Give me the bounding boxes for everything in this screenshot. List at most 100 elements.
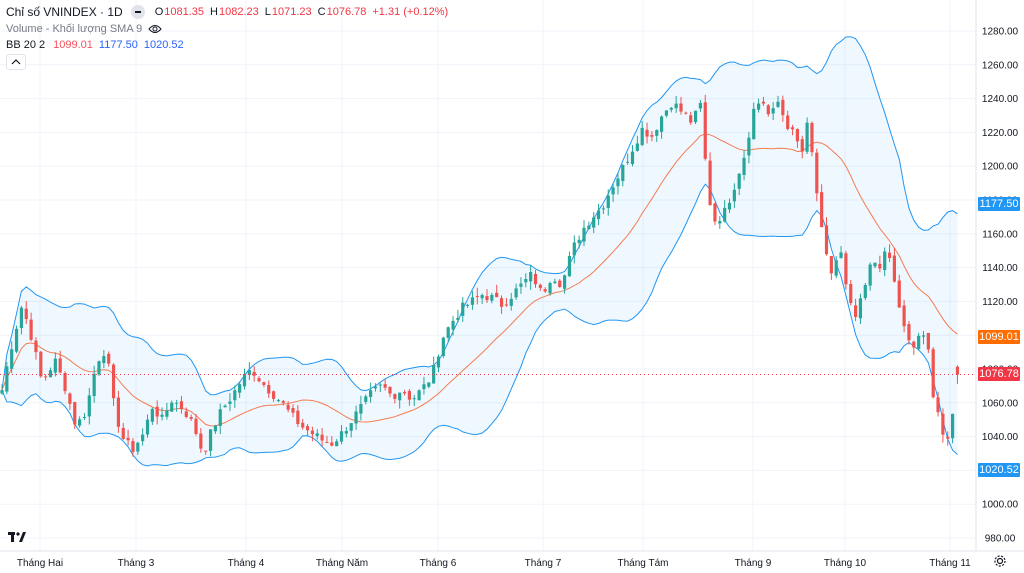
candle-body (330, 442, 334, 446)
collapse-legend-button[interactable] (6, 54, 26, 70)
candle-body (170, 402, 174, 412)
candle (165, 402, 169, 420)
candle-body (432, 364, 436, 384)
candle (854, 298, 858, 322)
candle (286, 401, 290, 413)
candle (650, 131, 654, 142)
candle-body (713, 203, 717, 222)
candle-body (577, 239, 581, 244)
candle-body (102, 356, 106, 364)
candle (917, 332, 921, 351)
candle-body (640, 127, 644, 145)
candle (432, 356, 436, 384)
candle (92, 365, 96, 403)
candle (703, 94, 707, 161)
candle-body (369, 390, 373, 397)
volume-legend[interactable]: Volume - Khối lượng SMA 9 (6, 22, 162, 36)
open-label: O (154, 6, 164, 18)
candle (111, 363, 116, 406)
settings-icon[interactable] (993, 554, 1007, 573)
candle-body (873, 262, 877, 267)
candle (674, 95, 678, 113)
candle (213, 424, 217, 434)
bb-fill (2, 36, 958, 466)
candle (592, 212, 596, 234)
candle-body (451, 320, 455, 330)
bb-label: BB 20 2 (6, 39, 46, 51)
candle-body (839, 252, 843, 258)
candle-body (781, 99, 785, 116)
candle-body (286, 404, 290, 410)
candle (727, 198, 732, 213)
candle-body (320, 434, 324, 441)
time-axis[interactable]: Tháng Hai Tháng 3 Tháng 4 Tháng Năm Tháng 6 T… (17, 558, 971, 569)
candle (14, 325, 19, 354)
candle (339, 425, 344, 445)
candle-body (150, 408, 154, 422)
candle-body (349, 423, 353, 431)
candle (519, 277, 523, 294)
candle (742, 149, 746, 181)
candle (446, 326, 450, 343)
candle (820, 184, 824, 228)
candle (926, 332, 930, 353)
high-value: 1082.23 (218, 6, 259, 18)
candle (844, 250, 848, 290)
candle (572, 235, 576, 264)
candle (892, 247, 896, 283)
candle-body (58, 358, 62, 373)
candle-body (126, 437, 130, 441)
minus-icon[interactable] (130, 5, 145, 19)
candle-body (417, 390, 421, 401)
bollinger-legend[interactable]: BB 20 2 1099.01 1177.50 1020.52 (6, 38, 184, 52)
candle-body (305, 426, 310, 431)
bollinger-bands (1, 36, 958, 467)
candle (97, 360, 101, 377)
candle (82, 412, 87, 421)
candle (107, 351, 111, 367)
candle-body (339, 431, 344, 442)
candle (887, 244, 892, 263)
candle (131, 438, 135, 457)
candle-body (757, 103, 761, 110)
candle (58, 350, 62, 374)
candle (577, 235, 581, 249)
candle-body (63, 373, 67, 392)
candle (238, 381, 242, 398)
candle (53, 352, 57, 377)
candle (48, 367, 53, 378)
candle (834, 256, 838, 279)
tradingview-logo[interactable] (8, 531, 26, 546)
candle (417, 389, 421, 401)
candle (267, 380, 271, 398)
candle-body (611, 187, 615, 195)
candle-body (213, 425, 217, 432)
candle (669, 106, 673, 113)
candle (276, 398, 281, 403)
candle (490, 292, 494, 304)
candle-body (868, 264, 872, 286)
candle (179, 396, 184, 414)
candle-body (383, 384, 387, 388)
candle-body (941, 413, 945, 435)
candle (509, 292, 513, 311)
candle-body (107, 353, 111, 364)
candle-body (73, 402, 77, 425)
candle-body (955, 366, 960, 375)
candle (946, 431, 950, 446)
symbol-title[interactable]: Chỉ số VNINDEX · 1D (6, 5, 123, 19)
candle-body (378, 384, 382, 386)
candle-body (252, 371, 256, 376)
candle (655, 129, 659, 142)
candle-body (601, 208, 605, 210)
candle-body (78, 419, 82, 426)
candle-body (790, 127, 795, 130)
candle-body (747, 137, 751, 156)
candle (242, 368, 247, 390)
candle-body (626, 161, 630, 163)
eye-icon[interactable] (148, 24, 162, 34)
candle (863, 282, 867, 301)
candle (383, 379, 387, 391)
